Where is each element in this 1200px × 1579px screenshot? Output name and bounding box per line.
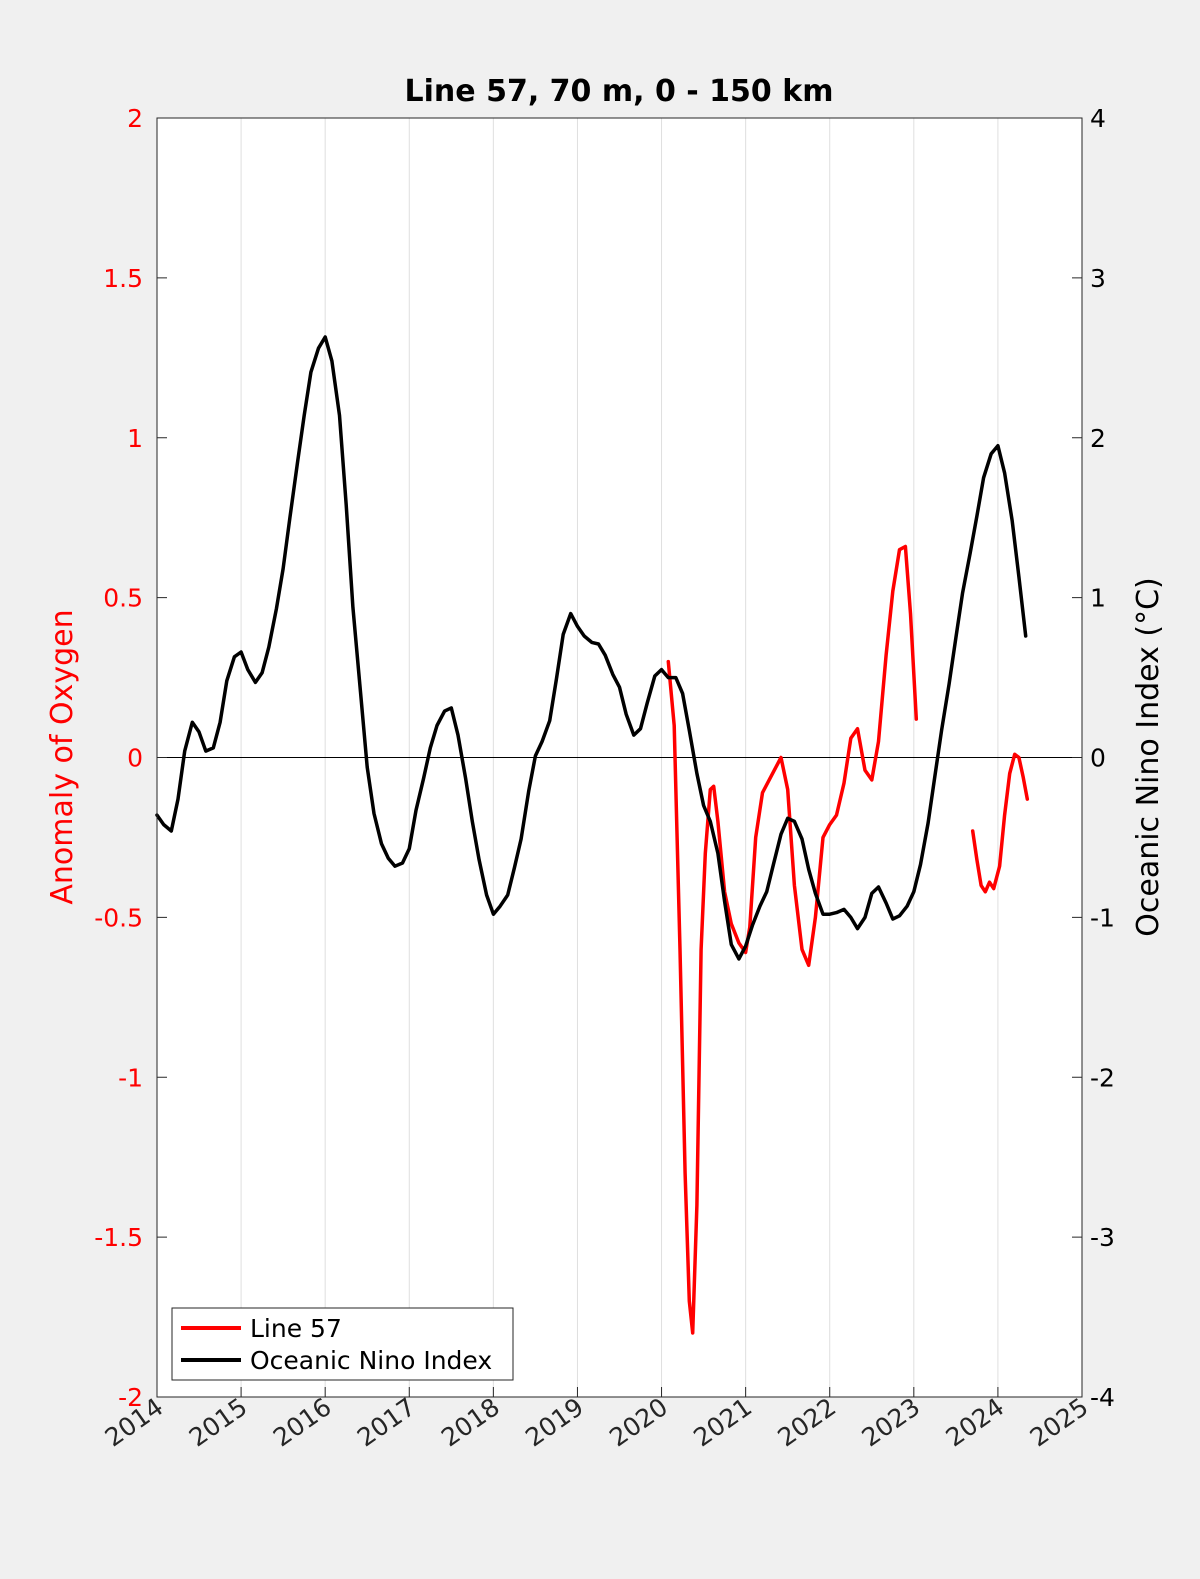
series-layer — [155, 335, 1030, 1335]
left-tick-label: 2 — [127, 104, 143, 133]
x-tick-label: 2019 — [520, 1392, 589, 1452]
left-tick-label: 0 — [127, 744, 143, 773]
x-tick-label: 2020 — [604, 1392, 673, 1452]
right-tick-label: 3 — [1090, 264, 1106, 293]
right-tick-label: -3 — [1090, 1223, 1115, 1252]
legend-box — [171, 1307, 514, 1381]
right-tick-label: 0 — [1090, 744, 1106, 773]
x-tick-label: 2025 — [1025, 1392, 1094, 1452]
left-tick-label: 1 — [127, 424, 143, 453]
right-tick-label: -2 — [1090, 1063, 1115, 1092]
oni-series-line — [155, 335, 1028, 961]
x-tick-label: 2023 — [857, 1392, 926, 1452]
line57-series-line — [970, 752, 1030, 894]
right-axis: -4 -3 -2 -1 0 1 2 3 4 — [1072, 104, 1115, 1412]
left-tick-label: 0.5 — [103, 584, 143, 613]
right-tick-label: -4 — [1090, 1383, 1115, 1412]
right-tick-label: 4 — [1090, 104, 1106, 133]
x-tick-label: 2022 — [772, 1392, 841, 1452]
right-axis-label: Oceanic Nino Index (°C) — [1131, 577, 1166, 937]
left-axis: -2 -1.5 -1 -0.5 0 0.5 1 1.5 2 — [94, 104, 167, 1412]
legend-line57-label: Line 57 — [250, 1314, 342, 1343]
left-axis-label: Anomaly of Oxygen — [45, 609, 80, 904]
legend: Line 57 Oceanic Nino Index — [171, 1307, 514, 1381]
right-tick-label: 1 — [1090, 584, 1106, 613]
left-tick-label: 1.5 — [103, 264, 143, 293]
x-tick-label: 2015 — [184, 1392, 253, 1452]
right-tick-label: -1 — [1090, 903, 1115, 932]
x-tick-label: 2024 — [941, 1392, 1010, 1452]
x-tick-label: 2021 — [688, 1392, 757, 1452]
left-tick-label: -0.5 — [94, 903, 143, 932]
chart-title: Line 57, 70 m, 0 - 150 km — [405, 74, 834, 109]
line57-series-line — [666, 544, 919, 1335]
left-tick-label: -1.5 — [94, 1223, 143, 1252]
right-tick-label: 2 — [1090, 424, 1106, 453]
legend-oni-label: Oceanic Nino Index — [250, 1346, 492, 1375]
left-tick-label: -2 — [118, 1383, 143, 1412]
x-tick-label: 2017 — [352, 1392, 421, 1452]
x-tick-label: 2018 — [436, 1392, 505, 1452]
x-tick-label: 2016 — [268, 1392, 337, 1452]
left-tick-label: -1 — [118, 1063, 143, 1092]
